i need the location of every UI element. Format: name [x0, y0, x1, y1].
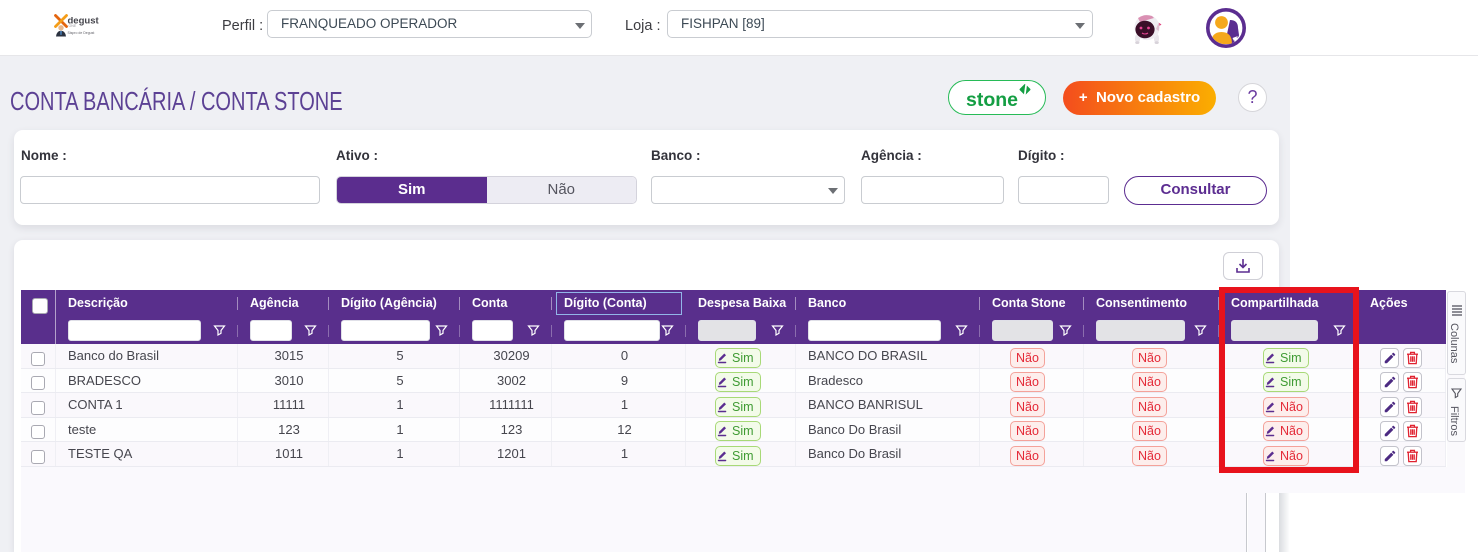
svg-text:ONE: ONE — [69, 24, 77, 28]
svg-text:degust: degust — [68, 16, 100, 27]
svg-text:stone: stone — [966, 89, 1018, 111]
svg-text:Sispro de Degust: Sispro de Degust — [68, 31, 95, 35]
